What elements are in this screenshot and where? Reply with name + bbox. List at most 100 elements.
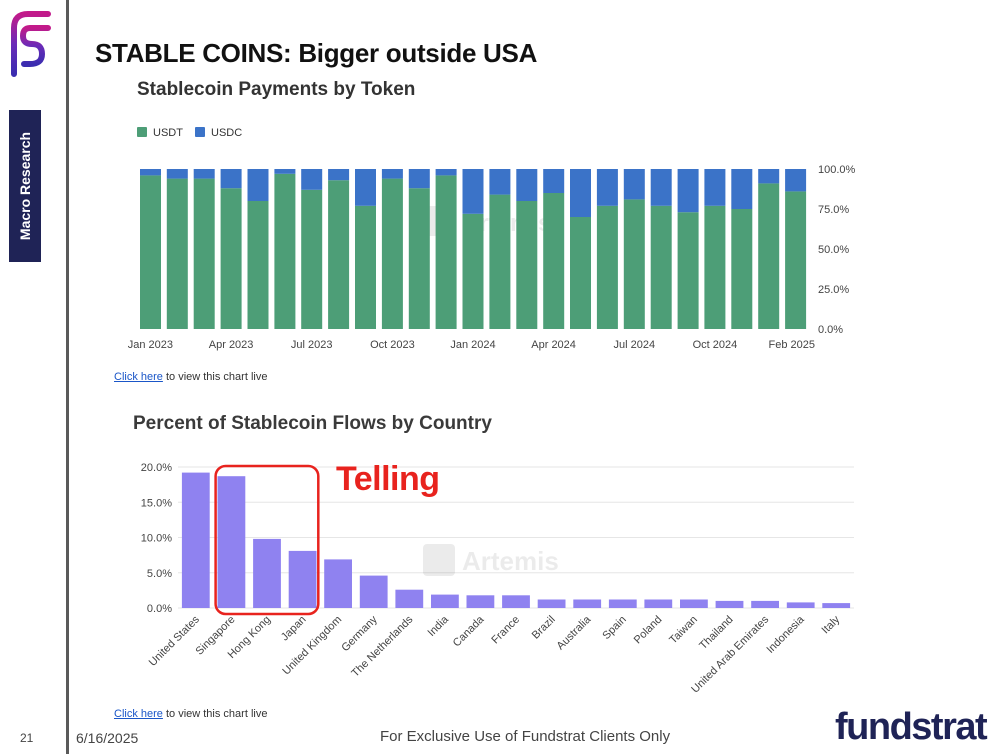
x-tick-label: Indonesia (764, 613, 807, 656)
bar-usdt (301, 189, 323, 329)
bar-usdt (677, 212, 699, 329)
bar-usdc (731, 169, 753, 209)
x-tick-label: Jul 2024 (614, 339, 656, 351)
fundstrat-logo-icon (11, 11, 51, 77)
chart-title-payments: Stablecoin Payments by Token (137, 79, 416, 100)
bar-usdt (140, 175, 161, 329)
bar-usdt (193, 178, 215, 329)
x-tick-label: Poland (632, 614, 665, 647)
bar-australia (573, 599, 602, 608)
bar-usdt (435, 175, 457, 329)
x-tick-label: United States (147, 613, 203, 669)
bar-usdt (247, 201, 269, 329)
bar-usdc (785, 169, 807, 192)
legend-swatch-usdt (137, 127, 147, 137)
bar-spain (608, 599, 637, 608)
legend-swatch-usdc (195, 127, 205, 137)
bar-united-states (181, 472, 210, 608)
x-tick-label: Feb 2025 (769, 339, 815, 351)
bar-usdc (489, 169, 511, 195)
bar-usdt (274, 173, 296, 329)
left-divider (66, 0, 69, 754)
click-here-link[interactable]: Click here (114, 371, 163, 383)
bar-india (431, 594, 459, 608)
x-tick-label: Apr 2024 (531, 339, 576, 351)
x-tick-label: Oct 2024 (693, 339, 738, 351)
x-tick-label: Japan (279, 614, 309, 644)
x-tick-label: Italy (820, 613, 843, 636)
x-tick-label: Apr 2023 (209, 339, 254, 351)
artemis-watermark: Artemis (462, 546, 559, 576)
bar-usdc (623, 169, 645, 200)
bar-usdc (408, 169, 430, 189)
annotation-telling: Telling (336, 460, 440, 498)
flows-by-country-chart: 0.0% 5.0% 10.0% 15.0% 20.0% Artemis United Sta… (141, 462, 854, 696)
bar-usdc (704, 169, 726, 206)
chart-title-flows: Percent of Stablecoin Flows by Country (133, 413, 492, 434)
side-label: Macro Research (17, 131, 33, 241)
y-tick-label: 0.0% (818, 324, 843, 336)
bar-brazil (537, 599, 566, 608)
x-tick-label: Oct 2023 (370, 339, 415, 351)
slide-title: STABLE COINS: Bigger outside USA (95, 38, 538, 68)
bar-usdc (274, 169, 296, 174)
bar-the-netherlands (395, 589, 424, 608)
bar-usdt (489, 194, 511, 329)
highlight-box (214, 464, 320, 616)
x-tick-label: Brazil (530, 614, 558, 642)
x-tick-label: Jan 2024 (450, 339, 495, 351)
bar-thailand (715, 600, 744, 608)
bar-usdc (435, 169, 457, 176)
bar-usdt (381, 178, 403, 329)
bar-usdt (785, 191, 807, 329)
bar-usdt (758, 183, 780, 329)
x-tick-label: Taiwan (667, 614, 700, 647)
bar-usdt (328, 180, 350, 329)
bar-usdc (570, 169, 591, 217)
bar-poland (644, 599, 673, 608)
bar-usdt (650, 205, 672, 329)
bar-usdt (166, 178, 188, 329)
bar-usdt (543, 193, 565, 329)
legend-label-usdt: USDT (153, 127, 183, 139)
bar-united-kingdom (324, 559, 352, 608)
x-tick-label: Jul 2023 (291, 339, 333, 351)
bar-usdt (516, 201, 538, 329)
bar-usdt (220, 188, 242, 329)
payments-chart-link: Click here to view this chart live (114, 371, 267, 383)
x-tick-label: France (489, 614, 522, 647)
bar-usdc (247, 169, 269, 201)
bar-usdc (301, 169, 323, 190)
bar-usdc (381, 169, 403, 179)
bar-usdc (462, 169, 484, 214)
bar-japan (288, 550, 317, 608)
bar-usdc (596, 169, 618, 206)
legend-label-usdc: USDC (211, 127, 242, 139)
link-suffix: to view this chart live (162, 371, 268, 383)
bar-usdc (193, 169, 215, 179)
macro-research-badge: Macro Research (9, 110, 41, 262)
bar-usdc (543, 169, 565, 193)
bar-usdt (462, 213, 484, 329)
bar-taiwan (680, 599, 708, 608)
bar-united-arab-emirates (751, 600, 779, 608)
bar-usdc (516, 169, 538, 201)
click-here-link[interactable]: Click here (114, 708, 163, 720)
flows-chart-link: Click here to view this chart live (114, 708, 267, 720)
bar-usdt (570, 217, 591, 329)
payments-by-token-chart: USDTUSDCArtemis0.0%25.0%50.0%75.0%100.0%… (128, 127, 856, 351)
bar-usdc (650, 169, 672, 206)
bar-usdt (704, 205, 726, 329)
y-tick-label: 0.0% (147, 603, 172, 615)
y-tick-label: 75.0% (818, 204, 849, 216)
bar-usdt (623, 199, 645, 329)
y-tick-label: 5.0% (147, 568, 172, 580)
x-tick-label: The Netherlands (349, 613, 415, 679)
x-tick-label: Jan 2023 (128, 339, 173, 351)
bar-usdt (596, 205, 618, 329)
artemis-watermark-icon (423, 544, 455, 576)
bar-usdt (355, 205, 376, 329)
bar-usdc (677, 169, 699, 213)
y-tick-label: 20.0% (141, 462, 172, 474)
bar-usdc (220, 169, 242, 189)
